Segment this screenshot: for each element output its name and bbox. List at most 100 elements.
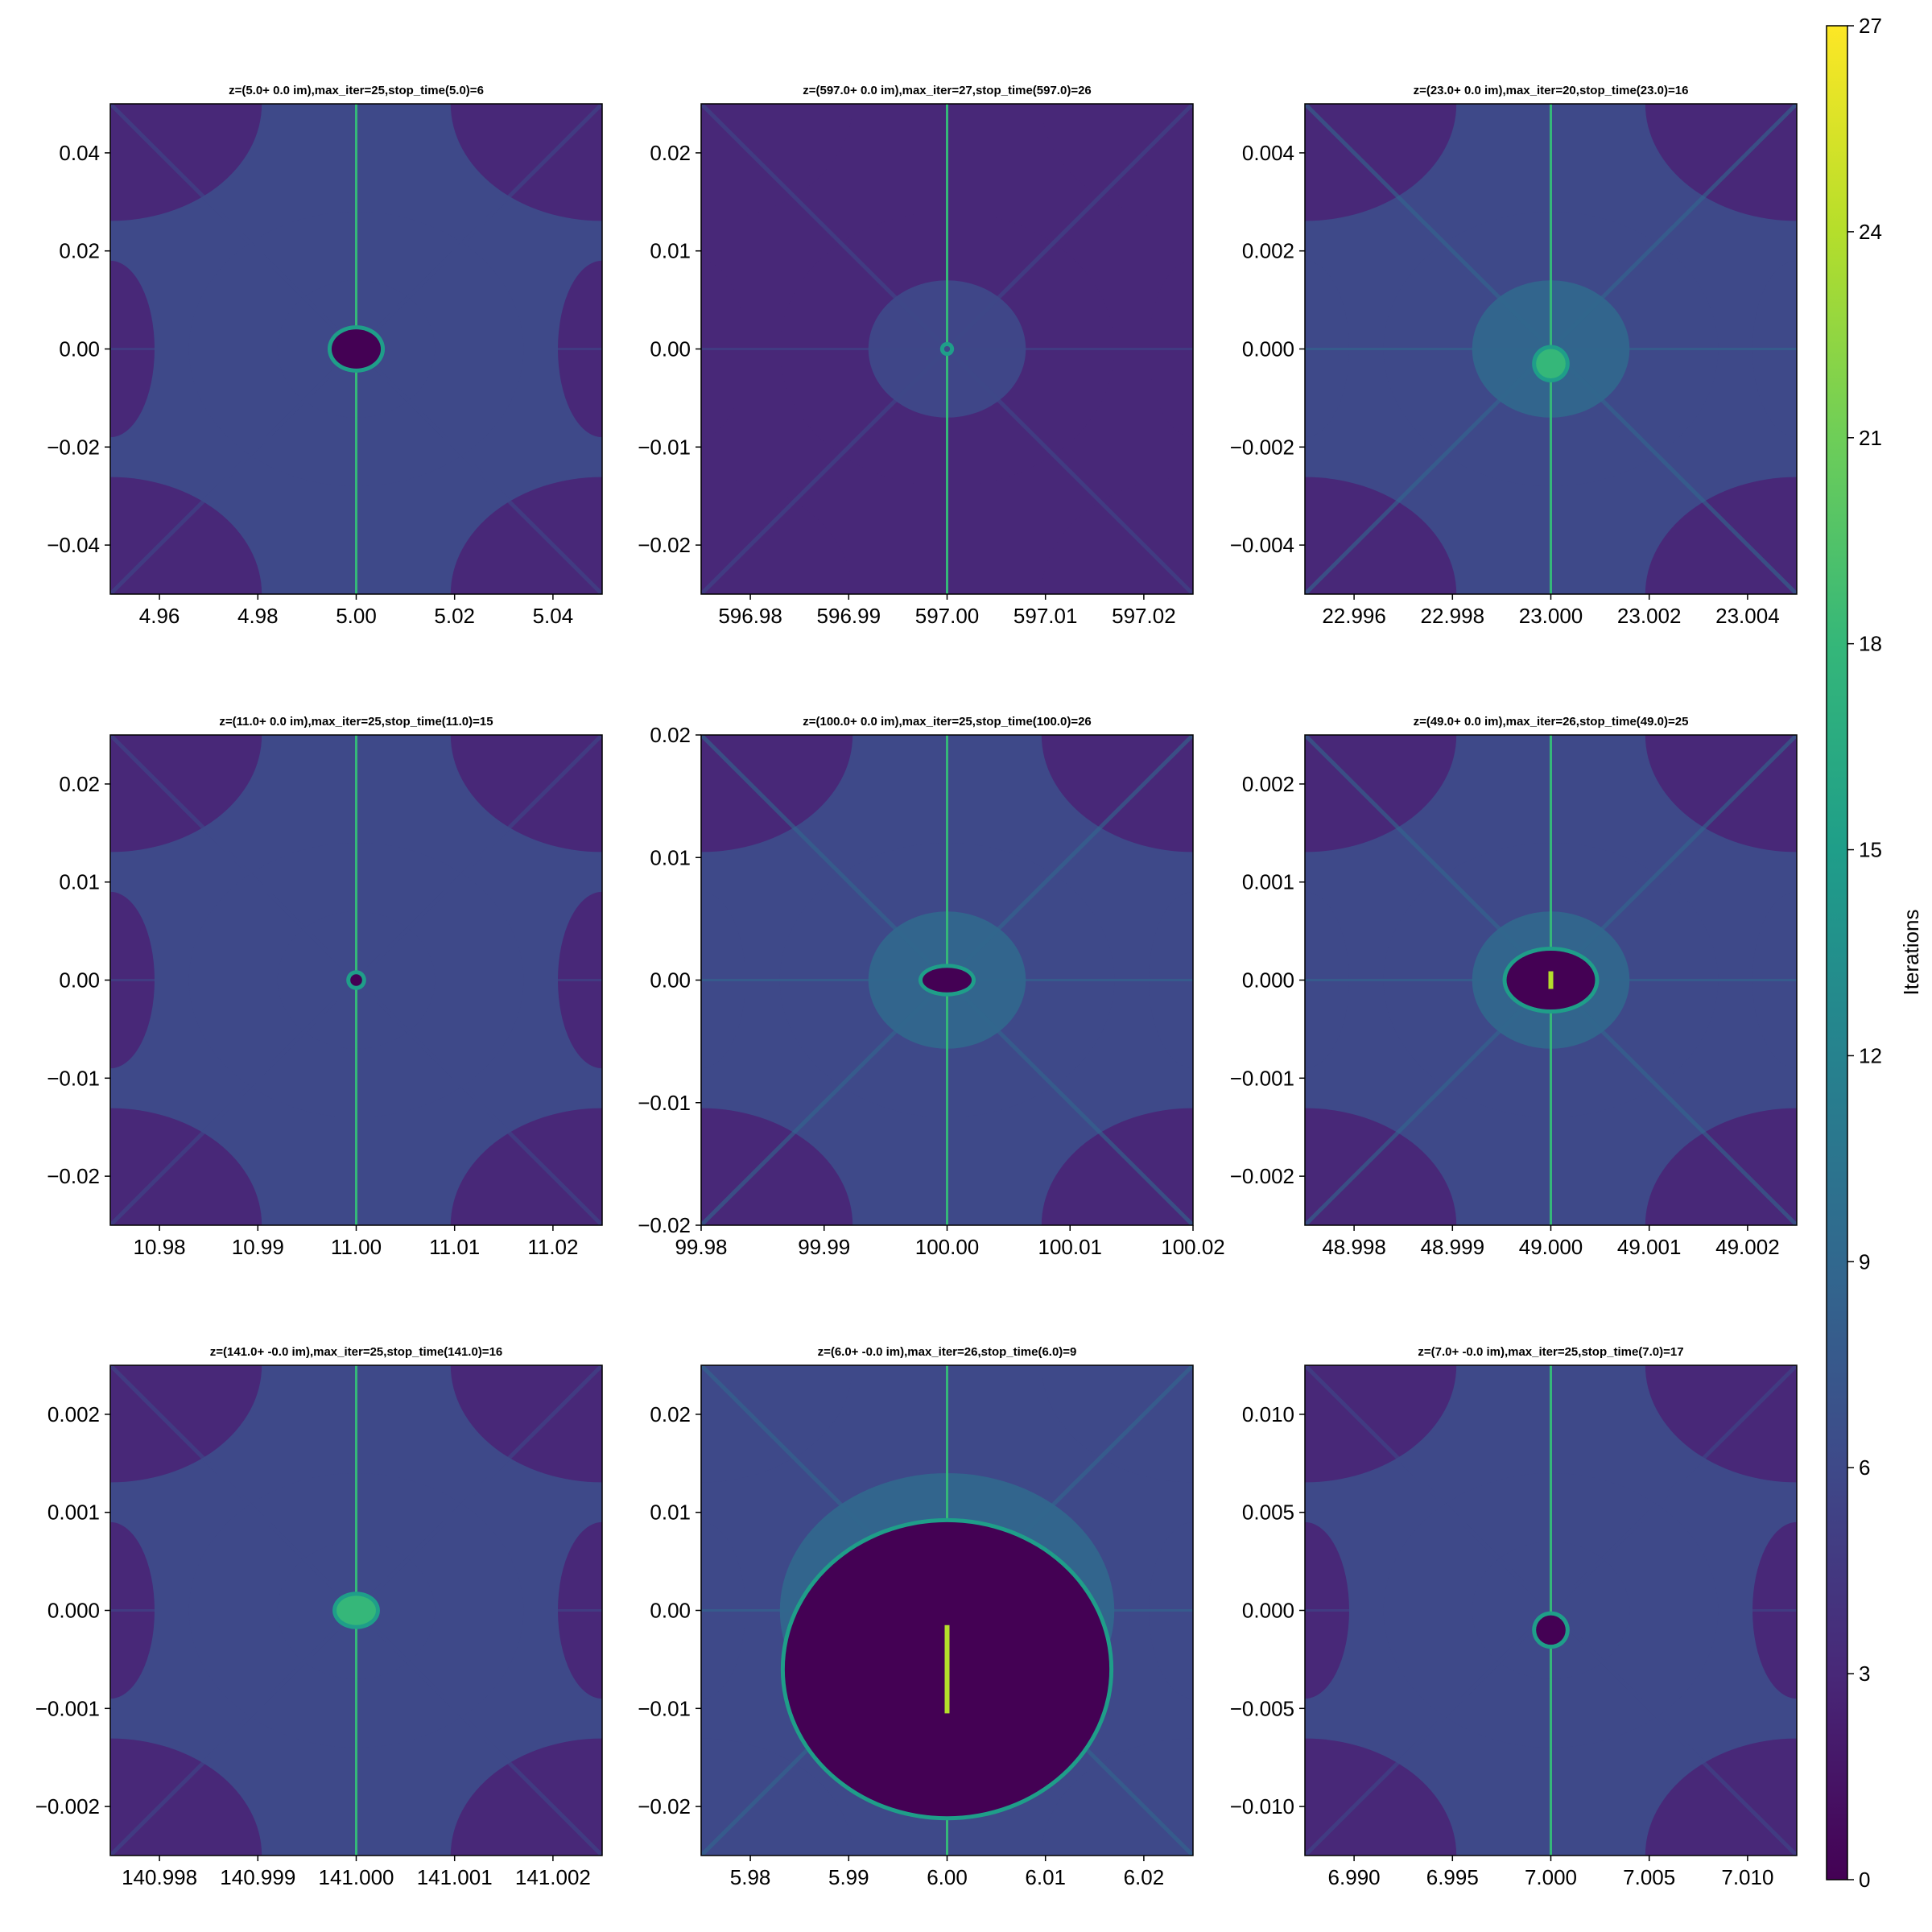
panel-title: z=(7.0+ -0.0 im),max_iter=25,stop_time(7… [1418,1345,1683,1359]
low-iteration-region [1041,477,1193,594]
colorbar-tick-label: 6 [1859,1455,1870,1480]
low-iteration-region [450,1108,602,1225]
low-iteration-region [701,1108,853,1225]
low-iteration-region [1041,735,1193,852]
y-tick-label: 0.02 [650,1402,691,1426]
x-tick-label: 141.002 [515,1865,591,1889]
x-tick-label: 6.990 [1328,1865,1381,1889]
panel-3: z=(23.0+ 0.0 im),max_iter=20,stop_time(2… [1230,84,1798,628]
low-iteration-region [1041,1738,1193,1856]
low-iteration-region [1645,735,1797,852]
x-tick-label: 49.001 [1617,1235,1682,1259]
y-tick-label: 0.01 [650,239,691,263]
low-iteration-region [1041,1108,1193,1225]
low-iteration-region [1645,1108,1797,1225]
panel-9: z=(7.0+ -0.0 im),max_iter=25,stop_time(7… [1230,1345,1798,1889]
colorbar-tick-label: 27 [1859,14,1882,38]
x-tick-label: 10.98 [134,1235,186,1259]
y-tick-label: 0.000 [1242,968,1294,993]
x-tick-label: 100.02 [1161,1235,1225,1259]
low-iteration-region [1645,1738,1797,1856]
low-iteration-region [450,104,602,221]
y-tick-label: −0.01 [638,1696,691,1720]
heatmap [110,1365,602,1856]
low-iteration-region [110,1738,262,1856]
central-blob [1536,349,1566,379]
colorbar-tick-label: 18 [1859,632,1882,656]
low-iteration-region [701,104,853,221]
y-tick-label: 0.00 [650,968,691,993]
y-tick-label: −0.01 [47,1066,100,1090]
x-tick-label: 5.04 [533,604,574,628]
y-tick-label: −0.02 [638,533,691,557]
y-tick-label: 0.002 [1242,239,1294,263]
central-blob [331,329,382,369]
colorbar-tick-label: 9 [1859,1249,1870,1274]
low-iteration-region [1645,477,1797,594]
x-tick-label: 23.004 [1715,604,1780,628]
x-tick-label: 6.00 [927,1865,968,1889]
y-tick-label: 0.00 [59,337,100,361]
heatmap [701,735,1193,1225]
x-tick-label: 10.99 [232,1235,284,1259]
y-tick-label: 0.00 [59,968,100,993]
x-tick-label: 140.999 [220,1865,295,1889]
x-tick-label: 7.010 [1721,1865,1773,1889]
x-tick-label: 597.02 [1112,604,1176,628]
x-tick-label: 100.00 [915,1235,980,1259]
low-iteration-region [450,1365,602,1483]
y-tick-label: −0.001 [35,1696,100,1720]
y-tick-label: −0.02 [47,435,100,459]
x-tick-label: 4.98 [237,604,279,628]
low-iteration-region [1305,104,1457,221]
y-tick-label: 0.00 [650,337,691,361]
x-tick-label: 23.000 [1519,604,1583,628]
y-tick-label: −0.002 [1230,1164,1294,1188]
heatmap [110,104,602,594]
heatmap [701,1365,1193,1856]
colorbar-tick-label: 12 [1859,1043,1882,1067]
colorbar-tick-label: 24 [1859,220,1882,244]
low-iteration-region [1645,1365,1797,1483]
x-tick-label: 49.000 [1519,1235,1583,1259]
colorbar-tick-label: 21 [1859,426,1882,450]
x-tick-label: 99.98 [675,1235,727,1259]
y-tick-label: −0.04 [47,533,100,557]
low-iteration-region [1041,1365,1193,1483]
x-tick-label: 4.96 [139,604,180,628]
x-tick-label: 7.005 [1623,1865,1675,1889]
panel-title: z=(100.0+ 0.0 im),max_iter=25,stop_time(… [803,715,1092,729]
heatmap [110,735,602,1225]
x-tick-label: 7.000 [1525,1865,1577,1889]
low-iteration-region [1305,477,1457,594]
central-blob [943,345,951,353]
heatmap [1305,104,1797,594]
low-iteration-region [701,1365,853,1483]
central-blob [350,974,362,986]
low-iteration-region [1305,1738,1457,1856]
x-tick-label: 6.02 [1124,1865,1165,1889]
x-tick-label: 6.995 [1426,1865,1479,1889]
panel-4: z=(11.0+ 0.0 im),max_iter=25,stop_time(1… [47,715,603,1259]
low-iteration-region [110,477,262,594]
panel-title: z=(141.0+ -0.0 im),max_iter=25,stop_time… [210,1345,503,1359]
y-tick-label: −0.001 [1230,1066,1294,1090]
low-iteration-region [701,477,853,594]
colorbar-tick-label: 3 [1859,1662,1870,1686]
low-iteration-region [701,1738,853,1856]
x-tick-label: 141.000 [319,1865,394,1889]
y-tick-label: −0.02 [638,1213,691,1237]
low-iteration-region [450,735,602,852]
y-tick-label: 0.001 [1242,870,1294,894]
y-tick-label: 0.000 [1242,1599,1294,1623]
x-tick-label: 48.998 [1322,1235,1386,1259]
blob-core [944,1624,950,1714]
x-tick-label: 5.00 [336,604,377,628]
y-tick-label: 0.000 [1242,337,1294,361]
x-tick-label: 596.98 [718,604,782,628]
panel-title: z=(49.0+ 0.0 im),max_iter=26,stop_time(4… [1414,715,1689,729]
y-tick-label: 0.01 [650,845,691,869]
low-iteration-region [701,735,853,852]
x-tick-label: 22.996 [1322,604,1386,628]
y-tick-label: −0.005 [1230,1696,1294,1720]
